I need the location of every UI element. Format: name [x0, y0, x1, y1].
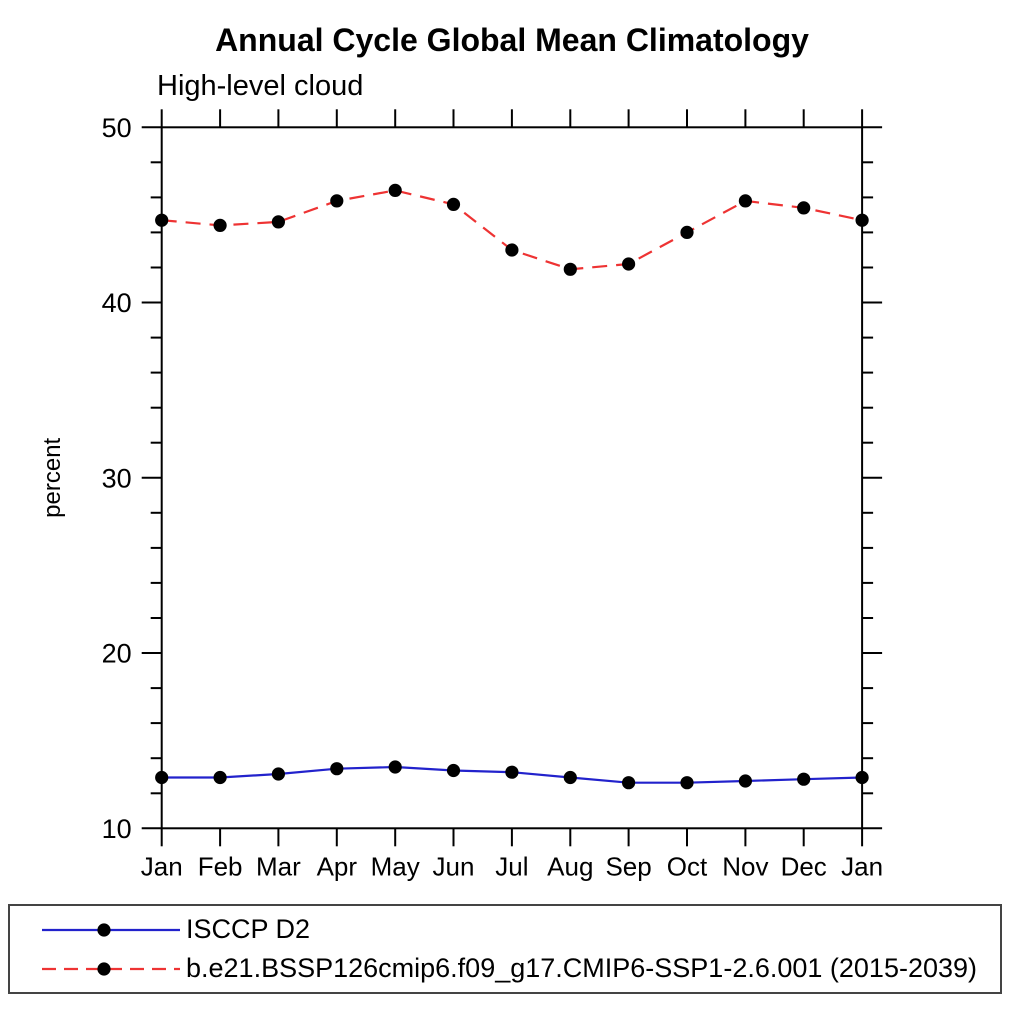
data-point	[855, 770, 869, 785]
chart-subtitle: High-level cloud	[157, 70, 364, 102]
data-point	[213, 218, 227, 232]
plot-frame	[160, 126, 864, 830]
legend: ISCCP D2 b.e21.BSSP126cmip6.f09_g17.CMIP…	[8, 904, 1002, 994]
data-point	[563, 262, 577, 276]
x-tick-label: Apr	[317, 851, 358, 881]
legend-label-model: b.e21.BSSP126cmip6.f09_g17.CMIP6-SSP1-2.…	[186, 953, 978, 983]
x-tick-label: Sep	[605, 851, 651, 881]
data-point	[271, 767, 285, 781]
data-point	[622, 776, 636, 790]
y-tick-label: 50	[102, 113, 132, 143]
legend-label-isccp: ISCCP D2	[186, 914, 311, 944]
data-point	[505, 243, 519, 257]
legend-item-model: b.e21.BSSP126cmip6.f09_g17.CMIP6-SSP1-2.…	[40, 953, 1000, 984]
y-tick-label: 20	[102, 639, 132, 669]
data-point	[213, 770, 227, 785]
data-point	[446, 763, 461, 778]
legend-solid-line-swatch	[42, 922, 180, 937]
data-point	[155, 770, 169, 785]
y-tick-label: 30	[102, 463, 132, 493]
legend-dashed-line-swatch	[42, 961, 180, 976]
x-tick-label: Jun	[433, 851, 475, 881]
chart-title: Annual Cycle Global Mean Climatology	[215, 22, 809, 58]
x-tick-label: Nov	[722, 851, 768, 881]
legend-item-isccp: ISCCP D2	[40, 914, 1000, 945]
y-tick-label: 10	[102, 814, 132, 844]
x-tick-label: Oct	[667, 851, 708, 881]
data-point	[797, 201, 811, 215]
x-tick-label: Aug	[547, 851, 593, 881]
data-point	[446, 197, 461, 211]
data-point	[855, 213, 869, 227]
x-tick-label: Mar	[256, 851, 301, 881]
x-tick-label: May	[371, 851, 420, 881]
data-point	[330, 762, 344, 776]
data-point	[797, 772, 811, 786]
data-point	[388, 760, 402, 774]
x-tick-label: Feb	[198, 851, 243, 881]
data-point	[738, 774, 753, 788]
x-tick-label: Jan	[141, 851, 183, 881]
data-point	[271, 215, 285, 229]
data-point	[388, 183, 402, 197]
data-point	[738, 194, 753, 208]
x-tick-label: Jul	[495, 851, 528, 881]
data-point	[680, 776, 694, 790]
x-tick-label: Jan	[841, 851, 883, 881]
series-line	[161, 189, 863, 271]
data-point	[680, 225, 694, 239]
y-axis-label: percent	[39, 437, 66, 517]
data-point	[563, 770, 577, 785]
data-point	[155, 213, 169, 227]
data-point	[330, 194, 344, 208]
x-tick-label: Dec	[781, 851, 827, 881]
data-point	[622, 257, 636, 271]
data-point	[505, 765, 519, 779]
y-tick-label: 40	[102, 288, 132, 318]
